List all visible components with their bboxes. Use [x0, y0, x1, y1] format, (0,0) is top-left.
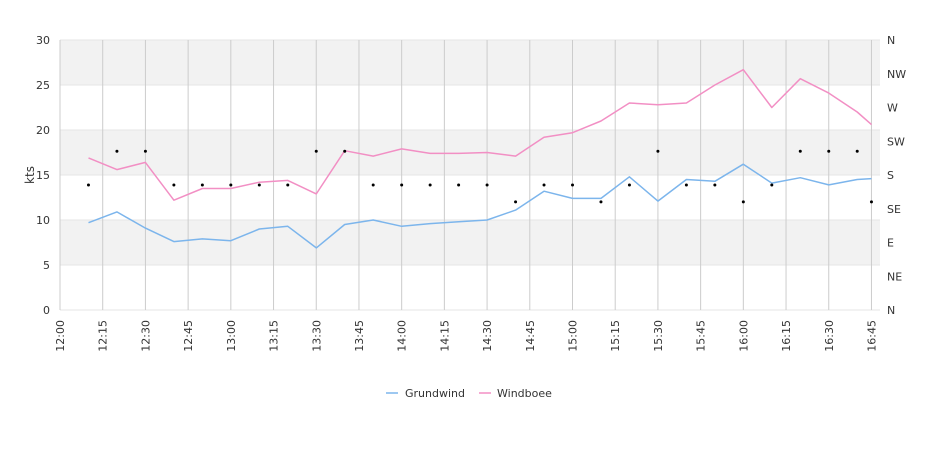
direction-dot — [286, 183, 290, 187]
x-tick-label: 15:45 — [695, 320, 708, 352]
direction-dot — [86, 183, 90, 187]
y-axis-label: kts — [23, 166, 37, 184]
grid-lines — [59, 39, 880, 311]
series-line-windboee — [88, 68, 872, 201]
direction-dot — [400, 183, 404, 187]
direction-dot — [257, 183, 261, 187]
x-tick-label: 12:45 — [182, 320, 195, 352]
x-tick-label: 14:15 — [438, 320, 451, 352]
direction-tick-label: N — [887, 34, 895, 47]
direction-dots — [86, 149, 873, 204]
direction-tick-label: SE — [887, 203, 901, 216]
direction-dot — [855, 149, 859, 153]
direction-dot — [869, 200, 873, 204]
x-tick-label: 16:00 — [737, 320, 750, 352]
x-tick-label: 15:00 — [567, 320, 580, 352]
y-tick-label: 15 — [36, 169, 50, 182]
legend-item-windboee[interactable]: Windboee — [479, 387, 552, 400]
direction-tick-label: SW — [887, 135, 905, 148]
direction-dot — [798, 149, 802, 153]
direction-dot — [713, 183, 717, 187]
direction-dot — [428, 183, 432, 187]
direction-tick-label: N — [887, 304, 895, 317]
x-tick-label: 15:15 — [609, 320, 622, 352]
x-tick-label: 14:30 — [481, 320, 494, 352]
y-tick-label: 5 — [43, 259, 50, 272]
y-tick-label: 25 — [36, 79, 50, 92]
direction-dot — [770, 183, 774, 187]
direction-dot — [684, 183, 688, 187]
direction-tick-label: E — [887, 237, 894, 250]
x-tick-label: 13:45 — [353, 320, 366, 352]
series-line-grundwind — [88, 163, 872, 249]
legend[interactable]: Grundwind Windboee — [386, 387, 552, 400]
direction-dot — [571, 183, 574, 187]
x-tick-label: 16:15 — [780, 320, 793, 352]
x-tick-label: 16:45 — [865, 320, 878, 352]
x-tick-label: 14:00 — [396, 320, 409, 352]
x-axis: 12:00 12:15 12:30 12:45 13:00 13:15 13:30 13:45… — [54, 320, 878, 352]
x-tick-label: 13:30 — [310, 320, 323, 352]
direction-tick-label: NE — [887, 270, 902, 283]
x-tick-label: 14:45 — [524, 320, 537, 352]
plot-band — [60, 40, 880, 85]
direction-dot — [656, 149, 660, 153]
direction-dot — [343, 149, 347, 153]
x-tick-label: 13:15 — [268, 320, 281, 352]
y-axis-left: 0 5 10 15 20 25 30 — [36, 34, 50, 317]
direction-dot — [542, 183, 546, 187]
x-tick-label: 12:30 — [139, 320, 152, 352]
x-tick-label: 12:15 — [97, 320, 110, 352]
direction-dot — [143, 149, 147, 153]
legend-label-windboee[interactable]: Windboee — [497, 387, 552, 400]
y-tick-label: 0 — [43, 304, 50, 317]
direction-dot — [200, 183, 204, 187]
y-tick-label: 30 — [36, 34, 50, 47]
direction-tick-label: S — [887, 169, 894, 182]
direction-dot — [514, 200, 518, 204]
direction-dot — [599, 200, 603, 204]
direction-tick-label: W — [887, 102, 898, 115]
legend-item-grundwind[interactable]: Grundwind — [386, 387, 465, 400]
x-tick-label: 15:30 — [652, 320, 665, 352]
y-axis-right: N NE E SE S SW W NW N — [887, 34, 906, 317]
x-tick-label: 13:00 — [225, 320, 238, 352]
x-tick-label: 12:00 — [54, 320, 67, 352]
series-lines — [88, 68, 872, 249]
direction-tick-label: NW — [887, 68, 906, 81]
direction-dot — [485, 183, 489, 187]
direction-dot — [229, 183, 233, 187]
direction-dot — [827, 149, 831, 153]
direction-dot — [457, 183, 461, 187]
y-tick-label: 10 — [36, 214, 50, 227]
y-tick-label: 20 — [36, 124, 50, 137]
direction-dot — [314, 149, 318, 153]
legend-label-grundwind[interactable]: Grundwind — [405, 387, 465, 400]
plot-band — [60, 220, 880, 265]
direction-dot — [115, 149, 119, 153]
direction-dot — [172, 183, 176, 187]
direction-dot — [741, 200, 745, 204]
direction-dot — [627, 183, 631, 187]
x-tick-label: 16:30 — [823, 320, 836, 352]
direction-dot — [371, 183, 375, 187]
